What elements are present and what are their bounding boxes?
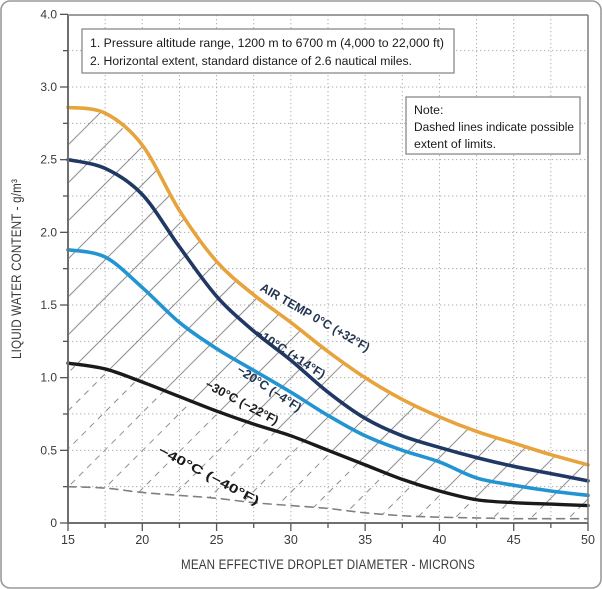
note-line-2: Dashed lines indicate possible [414,120,574,134]
conditions-line-2: 2. Horizontal extent, standard distance … [90,54,412,68]
hatch-line [68,107,393,506]
y-tick-label: 4.0 [40,7,57,21]
x-tick-label: 15 [61,533,75,547]
y-tick-label: 1.0 [40,371,57,385]
curve-1 [66,157,590,483]
hatch-line [68,363,588,519]
conditions-box: 1. Pressure altitude range, 1200 m to 67… [81,28,455,74]
y-tick-label: 0.5 [40,443,57,457]
hatch-line [68,107,431,506]
x-tick-label: 25 [210,533,224,547]
y-tick-label: 1.5 [40,298,57,312]
y-tick-label: 2.0 [40,225,57,239]
hatch-line [68,107,469,506]
x-tick-label: 30 [284,533,298,547]
hatch-line [173,363,588,519]
y-axis-title: LIQUID WATER CONTENT - g/m³ [9,179,24,359]
hatch-line [68,107,355,506]
y-tick-label: 2.5 [40,153,57,167]
curve-2 [66,247,590,498]
y-tick-label: 0 [50,516,57,530]
curve-0 [66,105,590,467]
note-line-1: Note: [414,103,443,117]
hatch-line [325,107,588,506]
hatch-line [363,107,588,506]
curve-4 [67,485,589,520]
curve-3 [66,361,590,508]
x-tick-label: 35 [358,533,372,547]
hatch-line [401,107,588,506]
note-box: Note: Dashed lines indicate possible ext… [405,96,581,155]
note-box-border [405,96,581,155]
conditions-line-1: 1. Pressure altitude range, 1200 m to 67… [90,36,444,50]
hatch-line [68,363,583,519]
hatch-line [68,363,545,519]
x-axis-title: MEAN EFFECTIVE DROPLET DIAMETER - MICRON… [181,557,475,572]
x-tick-label: 50 [581,533,595,547]
axes-layer: 0 0.5 1.0 1.5 2.0 2.5 3.0 4.0 15 20 25 30 35 40 45 50 [40,7,595,547]
x-tick-label: 40 [432,533,446,547]
hatch-line [135,363,588,519]
x-tick-label: 20 [135,533,149,547]
y-tick-label: 3.0 [40,80,57,94]
x-tick-label: 45 [507,533,521,547]
curves-layer [66,105,590,520]
note-line-3: extent of limits. [414,137,496,151]
hatch-line [97,363,588,519]
conditions-box-border [81,28,455,74]
